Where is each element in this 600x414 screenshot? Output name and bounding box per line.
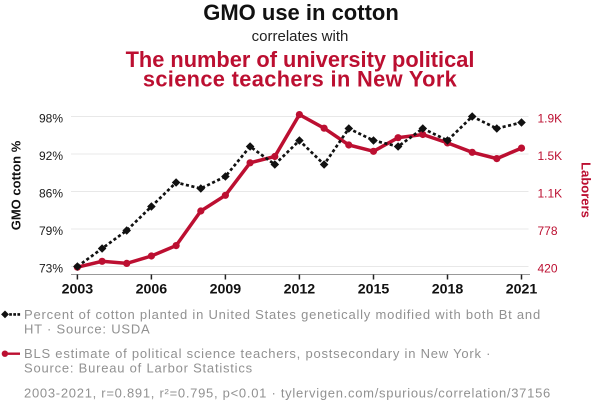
svg-text:science teachers in New York: science teachers in New York: [143, 67, 458, 92]
svg-text:correlates with: correlates with: [252, 28, 349, 45]
svg-text:The number of university polit: The number of university political: [126, 47, 475, 72]
svg-text:2018: 2018: [432, 282, 464, 298]
svg-text:79%: 79%: [39, 224, 63, 238]
svg-text:92%: 92%: [39, 149, 63, 163]
svg-text:73%: 73%: [39, 261, 63, 275]
svg-text:1.9K: 1.9K: [538, 111, 563, 125]
svg-text:2003-2021, r=0.891, r²=0.795,: 2003-2021, r=0.891, r²=0.795, p<0.01 · t…: [24, 386, 551, 401]
svg-text:BLS estimate of political scie: BLS estimate of political science teache…: [24, 346, 491, 361]
svg-text:1.1K: 1.1K: [538, 186, 563, 200]
svg-text:86%: 86%: [39, 186, 63, 200]
svg-text:2003: 2003: [62, 282, 94, 298]
svg-text:2006: 2006: [136, 282, 168, 298]
svg-text:1.5K: 1.5K: [538, 149, 563, 163]
svg-text:HT · Source: USDA: HT · Source: USDA: [24, 322, 150, 337]
svg-text:420: 420: [538, 261, 558, 275]
svg-text:GMO cotton %: GMO cotton %: [9, 140, 24, 230]
svg-text:Laborers: Laborers: [578, 162, 593, 218]
svg-text:2009: 2009: [210, 282, 242, 298]
svg-text:GMO use in cotton: GMO use in cotton: [203, 0, 399, 25]
svg-text:778: 778: [538, 224, 558, 238]
svg-text:Percent of cotton planted in U: Percent of cotton planted in United Stat…: [24, 307, 541, 322]
svg-text:2015: 2015: [358, 282, 390, 298]
svg-text:Source: Bureau of Larbor Stati: Source: Bureau of Larbor Statistics: [24, 361, 253, 376]
svg-text:2012: 2012: [284, 282, 316, 298]
svg-text:98%: 98%: [39, 111, 63, 125]
svg-text:2021: 2021: [506, 282, 538, 298]
